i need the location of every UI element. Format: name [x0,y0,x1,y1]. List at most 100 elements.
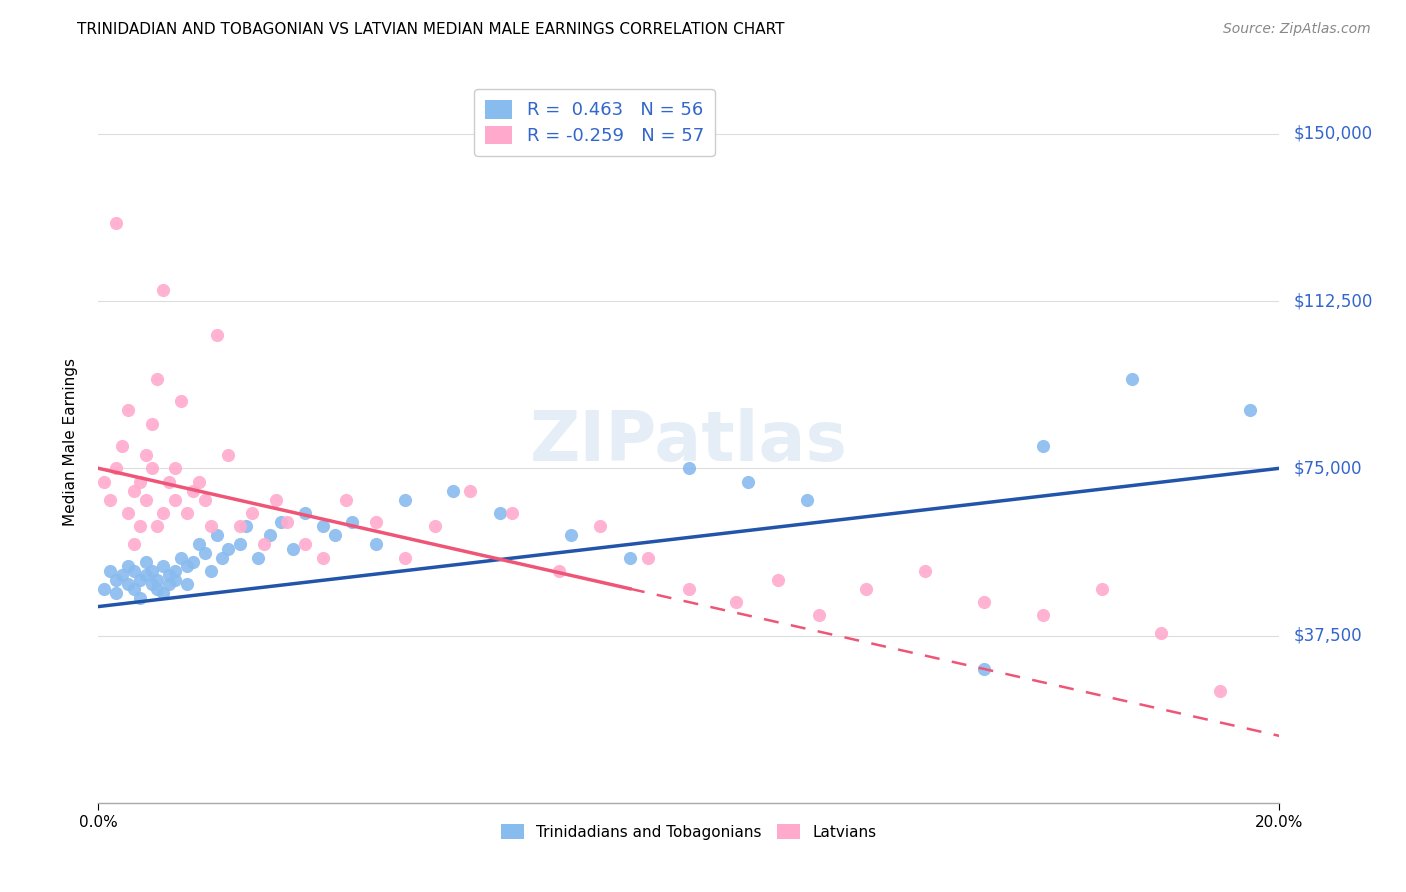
Point [394,550,416,565]
Point [122,537,145,551]
Point [117,506,139,520]
Point [157,577,180,591]
Point [211,550,233,565]
Point [441,483,464,498]
Point [122,582,145,596]
Point [187,537,209,551]
Point [312,519,335,533]
Point [342,515,364,529]
Point [294,506,316,520]
Point [128,591,150,605]
Point [111,568,134,582]
Point [501,506,523,520]
Text: $112,500: $112,500 [1294,292,1372,310]
Point [194,492,217,507]
Point [93,475,115,489]
Point [973,595,995,609]
Point [152,506,174,520]
Point [98,492,121,507]
Point [176,506,198,520]
Point [294,537,316,551]
Point [1239,403,1261,417]
Point [766,573,789,587]
Point [1032,608,1054,623]
Point [548,564,571,578]
Point [135,492,157,507]
Point [128,519,150,533]
Point [152,283,174,297]
Point [165,492,187,507]
Point [270,515,292,529]
Point [259,528,281,542]
Point [1091,582,1114,596]
Point [93,582,115,596]
Point [111,439,134,453]
Point [152,586,174,600]
Point [146,582,169,596]
Point [135,555,157,569]
Point [105,586,128,600]
Point [217,448,239,462]
Point [1150,626,1173,640]
Point [152,559,174,574]
Point [146,573,169,587]
Point [725,595,748,609]
Point [176,577,198,591]
Y-axis label: Median Male Earnings: Median Male Earnings [63,358,77,525]
Text: TRINIDADIAN AND TOBAGONIAN VS LATVIAN MEDIAN MALE EARNINGS CORRELATION CHART: TRINIDADIAN AND TOBAGONIAN VS LATVIAN ME… [77,22,785,37]
Point [98,564,121,578]
Point [973,662,995,676]
Point [264,492,287,507]
Point [128,573,150,587]
Point [235,519,257,533]
Point [364,515,387,529]
Point [117,559,139,574]
Point [135,448,157,462]
Point [205,327,228,342]
Point [737,475,759,489]
Point [1209,684,1232,698]
Point [489,506,512,520]
Point [181,483,204,498]
Point [229,537,252,551]
Point [914,564,936,578]
Point [165,564,187,578]
Point [205,528,228,542]
Point [796,492,818,507]
Point [170,550,193,565]
Point [141,417,163,431]
Point [181,555,204,569]
Text: $37,500: $37,500 [1294,626,1362,645]
Point [187,475,209,489]
Point [312,550,335,565]
Point [157,475,180,489]
Text: $150,000: $150,000 [1294,125,1372,143]
Point [141,577,163,591]
Point [135,568,157,582]
Point [423,519,446,533]
Text: ZIPatlas: ZIPatlas [530,408,848,475]
Point [157,568,180,582]
Point [165,573,187,587]
Point [200,519,222,533]
Point [122,483,145,498]
Point [105,216,128,230]
Point [253,537,276,551]
Point [141,564,163,578]
Point [323,528,346,542]
Point [165,461,187,475]
Point [117,577,139,591]
Point [194,546,217,560]
Point [619,550,641,565]
Point [141,461,163,475]
Point [1121,372,1143,386]
Point [128,475,150,489]
Point [146,519,169,533]
Legend: Trinidadians and Tobagonians, Latvians: Trinidadians and Tobagonians, Latvians [495,818,883,846]
Point [335,492,357,507]
Point [394,492,416,507]
Point [855,582,877,596]
Point [589,519,612,533]
Point [246,550,269,565]
Point [276,515,298,529]
